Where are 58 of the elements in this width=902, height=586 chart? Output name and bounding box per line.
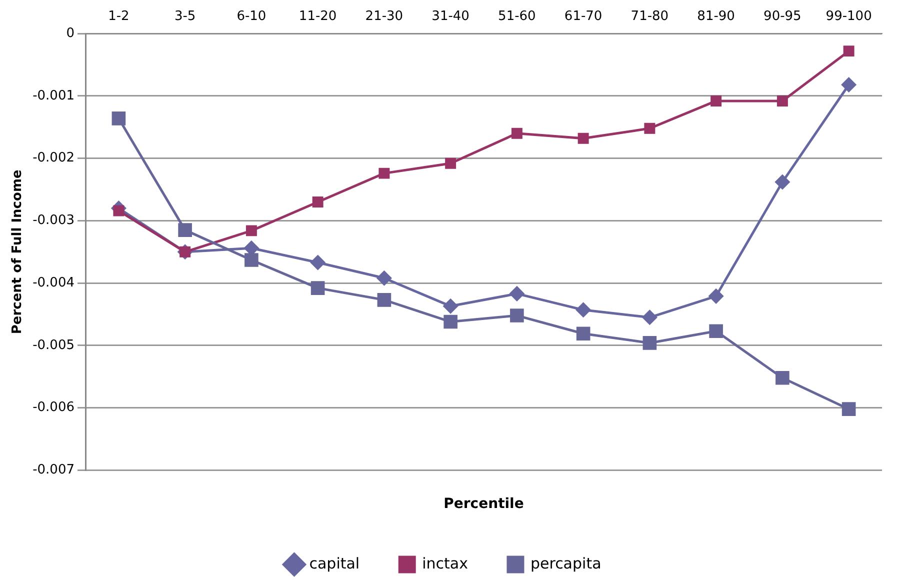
x-axis-title: Percentile (444, 496, 524, 512)
y-tick-label: -0.001 (32, 88, 75, 104)
x-tick-label: 71-80 (630, 9, 669, 24)
x-tick-label: 3-5 (174, 9, 196, 24)
point (178, 223, 192, 237)
point (576, 326, 590, 341)
point (376, 270, 392, 286)
point (246, 225, 257, 236)
point (312, 196, 324, 208)
x-tick-label: 11-20 (298, 9, 337, 24)
x-tick-label: 90-95 (764, 9, 802, 24)
point (710, 95, 722, 106)
point (708, 288, 724, 304)
point (510, 308, 524, 322)
y-tick-label: 0 (66, 26, 75, 41)
point (775, 174, 790, 190)
y-axis-title: Percent of Full Income (10, 170, 26, 334)
point (644, 122, 656, 134)
point (244, 253, 258, 267)
point (576, 302, 591, 318)
x-tick-label: 81-90 (697, 9, 735, 24)
x-tick-label: 6-10 (236, 9, 266, 24)
point (444, 314, 458, 329)
point (578, 132, 589, 144)
y-tick-label: -0.006 (32, 400, 75, 416)
point (843, 46, 854, 57)
point (113, 205, 124, 216)
point (310, 255, 326, 270)
point (112, 112, 126, 126)
point (511, 128, 522, 139)
point (842, 402, 856, 416)
point (443, 298, 458, 314)
point (510, 286, 524, 301)
x-tick-label: 1-2 (108, 9, 130, 24)
legend-label: inctax (422, 554, 468, 572)
x-tick-label: 21-30 (365, 9, 404, 24)
y-tick-label: -0.003 (32, 213, 75, 228)
point (445, 158, 456, 169)
y-tick-label: -0.004 (32, 275, 75, 290)
x-tick-label: 99-100 (826, 9, 872, 24)
y-tick-label: -0.007 (32, 462, 75, 478)
y-tick-label: -0.005 (32, 338, 75, 353)
point (310, 281, 325, 295)
point (842, 77, 856, 92)
legend-label: capital (309, 554, 360, 572)
point (378, 168, 390, 179)
point (377, 293, 392, 307)
point (244, 240, 259, 256)
y-tick-label: -0.002 (32, 150, 75, 166)
point (776, 370, 790, 385)
x-tick-label: 51-60 (498, 9, 536, 24)
legend-label: percapita (530, 554, 602, 572)
point (776, 95, 788, 106)
point (642, 310, 657, 325)
point (709, 324, 723, 338)
x-tick-label: 61-70 (564, 9, 602, 24)
x-tick-label: 31-40 (432, 9, 470, 24)
point (642, 336, 657, 350)
